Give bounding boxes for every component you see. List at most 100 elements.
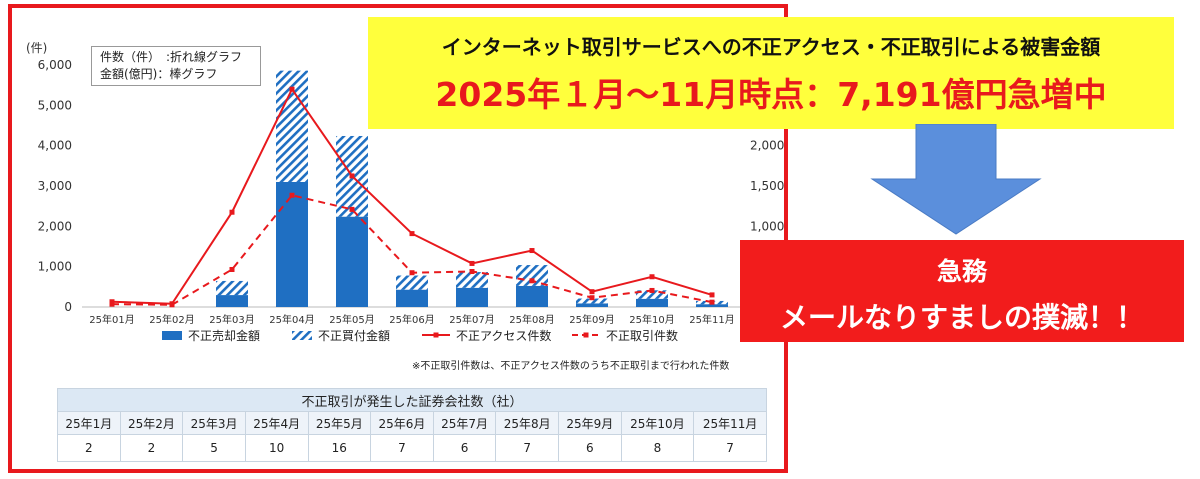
x-tick-label: 25年10月 — [629, 313, 674, 326]
headline-box: インターネット取引サービスへの不正アクセス・不正取引による被害金額 2025年１… — [368, 17, 1174, 129]
line-point — [349, 173, 355, 179]
bar-fusei-kaitsuke — [516, 265, 548, 286]
bar-fusei-kaitsuke — [636, 290, 668, 299]
firm-table-count-cell: 5 — [182, 434, 246, 462]
y-left-tick-label: 3,000 — [38, 179, 72, 193]
firm-table-count-row: 2 2 5 10 16 7 6 7 6 8 7 — [57, 434, 767, 462]
x-tick-label: 25年01月 — [89, 313, 134, 326]
callout-line-2: メールなりすましの撲滅！！ — [779, 301, 1144, 334]
bar-fusei-kaitsuke — [396, 275, 428, 290]
y-left-tick-label: 4,000 — [38, 139, 72, 153]
x-tick-label: 25年08月 — [509, 313, 554, 326]
callout-line-1: 急務 — [936, 257, 987, 286]
firm-table-month-cell: 25年5月 — [307, 411, 372, 435]
firm-table-count-cell: 7 — [370, 434, 434, 462]
firm-table-count-cell: 16 — [307, 434, 372, 462]
firm-table-count-cell: 6 — [558, 434, 622, 462]
x-tick-label: 25年11月 — [689, 313, 734, 326]
y-left-tick-label: 0 — [64, 300, 72, 314]
legend-label: 不正売却金額 — [188, 328, 260, 343]
line-point — [349, 206, 355, 212]
line-point — [589, 295, 595, 301]
x-tick-label: 25年04月 — [269, 313, 314, 326]
chart-footnote: ※不正取引件数は、不正アクセス件数のうち不正取引まで行われた件数 — [412, 361, 730, 372]
line-point — [469, 269, 475, 275]
legend-label: 不正アクセス件数 — [456, 328, 551, 343]
x-tick-label: 25年09月 — [569, 313, 614, 326]
line-point — [289, 192, 295, 198]
firm-table-count-cell: 7 — [693, 434, 767, 462]
y-left-unit-label: (件) — [26, 41, 47, 55]
bar-fusei-kaitsuke — [456, 272, 488, 288]
firm-table-month-cell: 25年6月 — [370, 411, 434, 435]
bar-fusei-kaitsuke — [576, 298, 608, 304]
bar-fusei-baikyaku — [396, 289, 428, 307]
line-point — [649, 274, 655, 280]
headline-subtitle: 2025年１月〜11月時点：7,191億円急増中 — [435, 75, 1107, 114]
bar-fusei-baikyaku — [276, 181, 308, 307]
x-tick-label: 25年05月 — [329, 313, 374, 326]
legend-label: 不正取引件数 — [606, 328, 678, 343]
legend-marker — [433, 332, 439, 338]
firm-table-month-cell: 25年2月 — [119, 411, 184, 435]
legend-swatch — [292, 331, 312, 340]
legend-swatch — [162, 331, 182, 340]
firm-table-month-cell: 25年7月 — [432, 411, 497, 435]
line-point — [529, 248, 535, 254]
bar-fusei-baikyaku — [336, 216, 368, 307]
down-arrow-icon — [870, 124, 1042, 235]
firm-table-count-cell: 6 — [432, 434, 497, 462]
bar-fusei-baikyaku — [636, 298, 668, 307]
firm-table-month-cell: 25年8月 — [495, 411, 559, 435]
y-left-tick-label: 6,000 — [38, 58, 72, 72]
firm-table-month-row: 25年1月 25年2月 25年3月 25年4月 25年5月 25年6月 25年7月 25年8月… — [57, 411, 767, 435]
line-point — [529, 278, 535, 284]
legend-label: 不正買付金額 — [318, 328, 390, 343]
x-tick-label: 25年07月 — [449, 313, 494, 326]
firm-table-count-cell: 2 — [57, 434, 121, 462]
y-right-tick-label: 2,000 — [750, 139, 784, 153]
line-point — [709, 292, 715, 298]
line-point — [469, 260, 475, 266]
bar-fusei-baikyaku — [516, 285, 548, 307]
firm-table-month-cell: 25年1月 — [57, 411, 121, 435]
y-right-tick-label: 1,500 — [750, 179, 784, 193]
line-point — [229, 209, 235, 215]
firm-table-month-cell: 25年9月 — [558, 411, 622, 435]
line-point — [709, 299, 715, 305]
chart-svg: (件) 0 1,000 2,000 3,000 4,000 5,000 6,000 1,000 1… — [26, 41, 784, 343]
y-left-tick-label: 1,000 — [38, 260, 72, 274]
line-point — [409, 231, 415, 237]
line-point — [289, 86, 295, 92]
line-point — [649, 287, 655, 293]
firm-table-count-cell: 8 — [620, 434, 695, 462]
line-point — [109, 301, 115, 307]
firm-table-month-cell: 25年11月 — [693, 411, 767, 435]
chart-type-legend: 件数（件） :折れ線グラフ 金額(億円)：棒グラフ — [91, 46, 261, 86]
bar-fusei-baikyaku — [456, 287, 488, 307]
firm-table-count-cell: 10 — [244, 434, 309, 462]
x-tick-label: 25年02月 — [149, 313, 194, 326]
firm-table-count-cell: 2 — [119, 434, 184, 462]
firm-count-table: 不正取引が発生した証券会社数（社） 25年1月 25年2月 25年3月 25年4月 25… — [57, 388, 767, 462]
y-left-tick-label: 2,000 — [38, 219, 72, 233]
headline-title: インターネット取引サービスへの不正アクセス・不正取引による被害金額 — [441, 35, 1101, 59]
bar-fusei-baikyaku — [576, 303, 608, 307]
legend-box-line-1: 件数（件） :折れ線グラフ — [100, 50, 243, 64]
bar-fusei-baikyaku — [696, 304, 728, 307]
line-point — [589, 289, 595, 295]
line-point — [229, 266, 235, 272]
x-tick-label: 25年03月 — [209, 313, 254, 326]
firm-table-month-cell: 25年3月 — [182, 411, 246, 435]
legend-marker — [583, 332, 589, 338]
line-point — [169, 302, 175, 308]
firm-table-count-cell: 7 — [495, 434, 559, 462]
bar-fusei-kaitsuke — [216, 280, 248, 296]
firm-table-title: 不正取引が発生した証券会社数（社） — [57, 388, 767, 412]
firm-table-month-cell: 25年10月 — [620, 411, 695, 435]
y-right-tick-label: 1,000 — [750, 219, 784, 233]
firm-table-month-cell: 25年4月 — [244, 411, 309, 435]
bar-fusei-baikyaku — [216, 295, 248, 307]
legend-box-line-2: 金額(億円)：棒グラフ — [100, 67, 218, 81]
x-tick-label: 25年06月 — [389, 313, 434, 326]
